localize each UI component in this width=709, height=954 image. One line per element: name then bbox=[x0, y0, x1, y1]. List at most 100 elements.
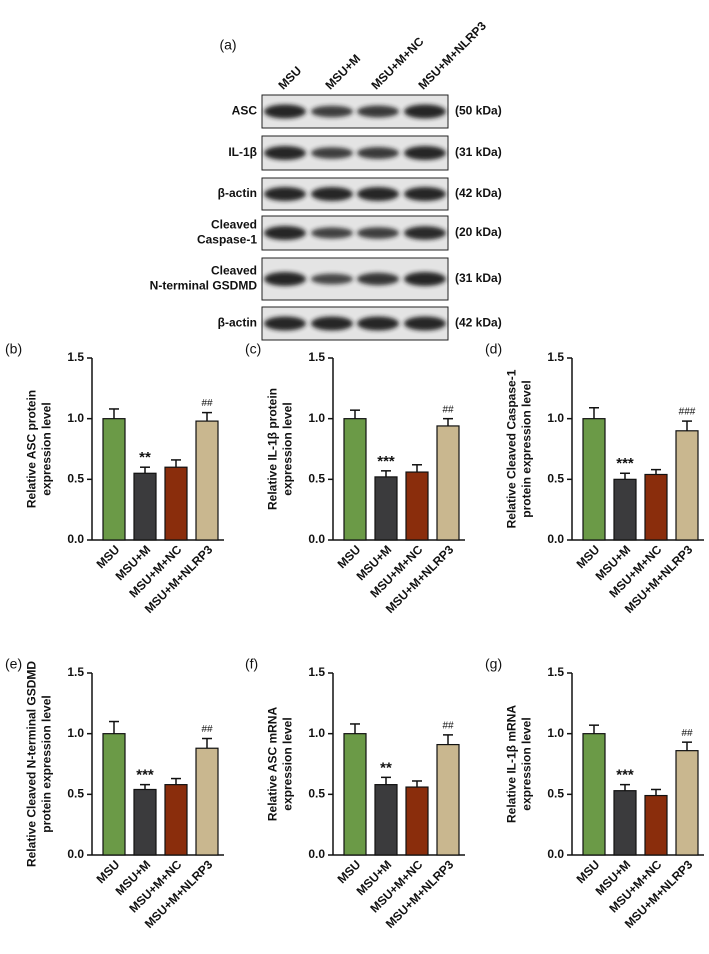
y-axis-label: protein expression level bbox=[520, 380, 534, 517]
row-label: N-terminal GSDMD bbox=[150, 279, 258, 293]
lane-label: MSU+M+NLRP3 bbox=[415, 19, 489, 93]
y-axis-label: expression level bbox=[40, 402, 54, 495]
bar-chart: (f) Relative ASC mRNA expression level 0.0 0… bbox=[245, 656, 465, 931]
band bbox=[357, 187, 399, 201]
bar bbox=[133, 472, 157, 541]
bar bbox=[343, 418, 367, 541]
significance-mark: ## bbox=[681, 728, 693, 739]
significance-mark: ** bbox=[139, 449, 151, 466]
row-label: β-actin bbox=[218, 316, 257, 330]
size-label: (42 kDa) bbox=[455, 316, 502, 330]
bar bbox=[164, 466, 188, 541]
band bbox=[311, 147, 353, 159]
y-tick-label: 0.5 bbox=[67, 472, 84, 486]
row-label: β-actin bbox=[218, 186, 257, 200]
bar bbox=[102, 418, 126, 541]
y-tick-label: 0.0 bbox=[547, 847, 564, 861]
band bbox=[357, 147, 399, 159]
panel-label: (a) bbox=[219, 37, 236, 53]
y-axis-label: Relative Cleaved N-terminal GSDMD bbox=[25, 661, 39, 867]
significance-mark: *** bbox=[136, 767, 154, 784]
y-tick-label: 0.0 bbox=[308, 847, 325, 861]
y-tick-label: 1.5 bbox=[308, 665, 325, 679]
bar bbox=[613, 478, 637, 541]
band bbox=[357, 105, 399, 118]
y-tick-label: 1.5 bbox=[547, 350, 564, 364]
band bbox=[357, 272, 399, 286]
significance-mark: ## bbox=[201, 724, 213, 735]
y-axis-label: Relative Cleaved Caspase-1 bbox=[505, 369, 519, 528]
bar-chart: (d)Relative Cleaved Caspase-1 protein exp… bbox=[485, 341, 704, 616]
y-tick-label: 1.5 bbox=[67, 350, 84, 364]
bar bbox=[644, 473, 668, 541]
bar bbox=[436, 425, 460, 541]
y-axis-label: Relative IL-1β protein bbox=[266, 388, 280, 510]
size-label: (20 kDa) bbox=[455, 225, 502, 239]
band bbox=[404, 316, 446, 331]
bar bbox=[405, 786, 429, 856]
y-tick-label: 0.5 bbox=[67, 787, 84, 801]
bar bbox=[343, 733, 367, 856]
y-tick-label: 1.0 bbox=[308, 411, 325, 425]
band bbox=[404, 187, 446, 201]
row-label: Cleaved bbox=[211, 264, 257, 278]
bar bbox=[164, 784, 188, 856]
band bbox=[264, 104, 306, 119]
band bbox=[311, 273, 353, 285]
bar bbox=[195, 747, 219, 856]
bar bbox=[102, 733, 126, 856]
band bbox=[404, 146, 446, 160]
band bbox=[404, 104, 446, 119]
y-tick-label: 1.5 bbox=[308, 350, 325, 364]
y-axis-label: Relative IL-1β mRNA bbox=[505, 705, 519, 823]
significance-mark: ## bbox=[442, 721, 454, 732]
y-tick-label: 0.5 bbox=[308, 787, 325, 801]
significance-mark: *** bbox=[616, 455, 634, 472]
band bbox=[264, 316, 306, 331]
bar bbox=[405, 471, 429, 541]
y-axis-label: expression level bbox=[281, 402, 295, 495]
y-tick-label: 0.0 bbox=[547, 532, 564, 546]
significance-mark: ### bbox=[679, 407, 696, 418]
y-tick-label: 1.0 bbox=[67, 726, 84, 740]
band bbox=[264, 226, 306, 240]
bar bbox=[133, 788, 157, 856]
y-axis-label: Relative ASC protein bbox=[25, 390, 39, 508]
bar bbox=[195, 420, 219, 541]
band bbox=[264, 272, 306, 286]
bar bbox=[613, 790, 637, 856]
panel-label: (e) bbox=[5, 656, 22, 672]
lane-label: MSU+M bbox=[322, 52, 363, 93]
y-tick-label: 1.0 bbox=[547, 411, 564, 425]
band bbox=[264, 146, 306, 160]
bar bbox=[675, 430, 699, 541]
bar bbox=[675, 750, 699, 856]
row-label: ASC bbox=[232, 104, 258, 118]
panel-label: (b) bbox=[5, 341, 22, 357]
y-tick-label: 1.0 bbox=[547, 726, 564, 740]
row-label: Caspase-1 bbox=[197, 233, 257, 247]
row-label: IL-1β bbox=[228, 145, 257, 159]
bar-chart: (b) Relative ASC protein expression level 0… bbox=[5, 341, 224, 616]
band bbox=[311, 316, 353, 331]
band bbox=[404, 226, 446, 240]
y-axis-label: expression level bbox=[520, 717, 534, 810]
y-tick-label: 1.0 bbox=[67, 411, 84, 425]
y-tick-label: 0.5 bbox=[308, 472, 325, 486]
band bbox=[404, 272, 446, 286]
size-label: (31 kDa) bbox=[455, 145, 502, 159]
panel-label: (f) bbox=[245, 656, 258, 672]
bar-chart: (g) Relative IL-1β mRNA expression level 0.… bbox=[485, 656, 704, 931]
y-axis-label: protein expression level bbox=[40, 695, 54, 832]
significance-mark: *** bbox=[377, 453, 395, 470]
y-tick-label: 1.0 bbox=[308, 726, 325, 740]
y-tick-label: 0.0 bbox=[67, 532, 84, 546]
bar-chart: (c) Relative IL-1β protein expression leve… bbox=[245, 341, 465, 616]
y-axis-label: Relative ASC mRNA bbox=[266, 707, 280, 822]
band bbox=[357, 227, 399, 239]
bar bbox=[374, 476, 398, 541]
size-label: (31 kDa) bbox=[455, 271, 502, 285]
panel-label: (d) bbox=[485, 341, 502, 357]
row-label: Cleaved bbox=[211, 218, 257, 232]
